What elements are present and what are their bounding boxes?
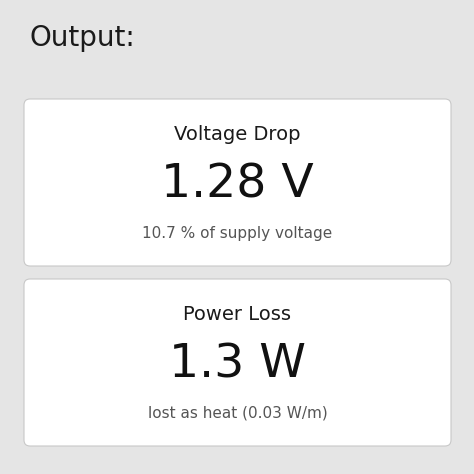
FancyBboxPatch shape <box>24 279 451 446</box>
Text: 10.7 % of supply voltage: 10.7 % of supply voltage <box>142 226 333 240</box>
FancyBboxPatch shape <box>24 99 451 266</box>
Text: Output:: Output: <box>30 24 136 52</box>
Text: 1.28 V: 1.28 V <box>161 163 314 208</box>
Text: Power Loss: Power Loss <box>183 306 292 325</box>
Text: Voltage Drop: Voltage Drop <box>174 126 301 145</box>
Text: 1.3 W: 1.3 W <box>169 343 306 388</box>
Text: lost as heat (0.03 W/m): lost as heat (0.03 W/m) <box>147 405 328 420</box>
